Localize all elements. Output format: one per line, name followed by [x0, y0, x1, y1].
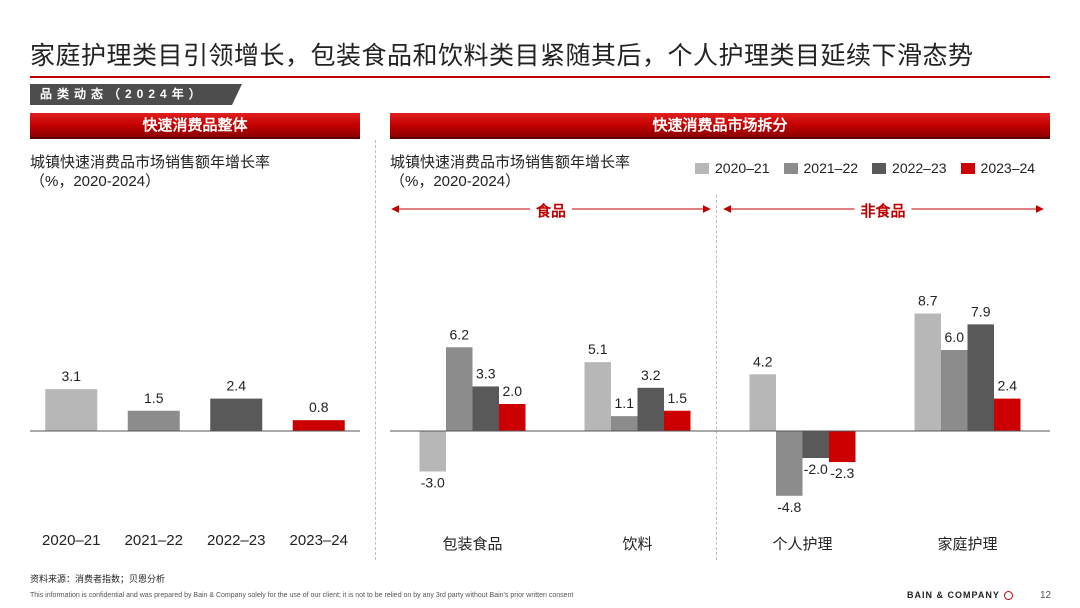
group-divider	[716, 195, 717, 560]
bar	[45, 389, 98, 431]
bar	[776, 431, 803, 496]
bar	[829, 431, 856, 463]
chart-legend: 2020–21 2021–22 2022–23 2023–24	[695, 160, 1035, 176]
legend-label: 2023–24	[980, 160, 1036, 176]
bar	[611, 416, 638, 431]
right-subtitle-line1: 城镇快速消费品市场销售额年增长率	[390, 154, 631, 171]
left-panel-header: 快速消费品整体	[30, 113, 360, 139]
legend-swatch	[783, 162, 798, 174]
bar	[499, 404, 526, 431]
x-tick-label: 包装食品	[442, 536, 502, 553]
bar	[914, 313, 941, 431]
data-label: -4.8	[777, 499, 801, 515]
brand-text: BAIN & COMPANY	[907, 590, 1000, 600]
group-label-food: 食品	[529, 200, 573, 221]
data-label: 1.5	[668, 390, 688, 406]
x-tick-label: 2023–24	[290, 532, 348, 549]
brand-logo: BAIN & COMPANY	[907, 590, 1013, 600]
legend-swatch	[695, 162, 709, 174]
data-label: 3.1	[62, 368, 82, 384]
data-label: 6.0	[945, 329, 965, 345]
data-label: -2.0	[804, 461, 828, 477]
data-label: 5.1	[588, 341, 608, 357]
brand-mark-icon	[1003, 590, 1013, 600]
data-label: 6.2	[450, 326, 470, 342]
data-label: 3.3	[476, 365, 496, 381]
bar	[446, 347, 473, 431]
left-subtitle-line1: 城镇快速消费品市场销售额年增长率	[30, 154, 271, 171]
overall-chart: 3.1 2020–21 1.5 2021–22 2.4 2022–23 0.8 2023–24	[30, 368, 360, 549]
data-label: -2.3	[830, 465, 854, 481]
bar	[749, 374, 776, 431]
legend-item: 2021–22	[783, 160, 859, 176]
bar	[967, 324, 994, 431]
legend-label: 2020–21	[715, 160, 770, 176]
bar	[664, 410, 691, 431]
bar	[127, 410, 180, 431]
bar	[472, 386, 499, 431]
bar	[292, 420, 345, 431]
legend-label: 2022–23	[892, 160, 947, 176]
right-panel-header: 快速消费品市场拆分	[390, 113, 1050, 139]
breakdown-chart: -3.0 6.2 3.3 2.0 包装食品 5.1 1.1 3.2 1.5 饮料 4.2 -4.8 -2…	[390, 293, 1050, 553]
legend-swatch	[960, 162, 975, 174]
bar	[584, 362, 611, 431]
data-label: 3.2	[641, 367, 661, 383]
x-tick-label: 2020–21	[42, 532, 100, 549]
data-label: 1.1	[615, 395, 635, 411]
page-number: 12	[1040, 590, 1052, 601]
source-note: 资料来源：消费者指数；贝恩分析	[30, 574, 166, 584]
x-tick-label: 2021–22	[125, 532, 183, 549]
right-subtitle: 城镇快速消费品市场销售额年增长率 （%，2020-2024）	[390, 153, 630, 191]
legend-item: 2023–24	[960, 160, 1036, 176]
data-label: 7.9	[971, 303, 991, 319]
x-tick-label: 饮料	[622, 536, 652, 553]
bar	[994, 398, 1021, 431]
x-tick-label: 家庭护理	[937, 536, 997, 553]
group-label-nonfood: 非食品	[854, 200, 912, 221]
x-tick-label: 2022–23	[207, 532, 265, 549]
panel-divider	[375, 140, 376, 560]
data-label: 2.4	[998, 378, 1018, 394]
data-label: 4.2	[753, 353, 773, 369]
legend-item: 2020–21	[695, 160, 770, 176]
bar	[802, 431, 829, 458]
disclaimer: This information is confidential and was…	[30, 592, 574, 599]
data-label: 1.5	[144, 390, 164, 406]
section-tag: 品类动态（2024年）	[30, 84, 242, 105]
legend-swatch	[872, 162, 887, 174]
data-label: 2.0	[503, 383, 523, 399]
left-subtitle: 城镇快速消费品市场销售额年增长率 （%，2020-2024）	[30, 153, 270, 191]
bar	[941, 350, 968, 431]
data-label: 8.7	[918, 293, 938, 309]
legend-label: 2021–22	[803, 160, 859, 176]
legend-item: 2022–23	[872, 160, 947, 176]
data-label: 2.4	[227, 378, 247, 394]
x-tick-label: 个人护理	[772, 536, 832, 553]
left-subtitle-line2: （%，2020-2024）	[30, 173, 161, 190]
data-label: -3.0	[421, 475, 445, 491]
page-title: 家庭护理类目引领增长，包装食品和饮料类目紧随其后，个人护理类目延续下滑态势	[30, 42, 974, 70]
title-divider	[30, 76, 1050, 78]
data-label: 0.8	[309, 399, 329, 415]
right-subtitle-line2: （%，2020-2024）	[390, 173, 521, 190]
bar	[210, 398, 263, 431]
bar	[637, 387, 664, 431]
bar	[419, 431, 446, 472]
